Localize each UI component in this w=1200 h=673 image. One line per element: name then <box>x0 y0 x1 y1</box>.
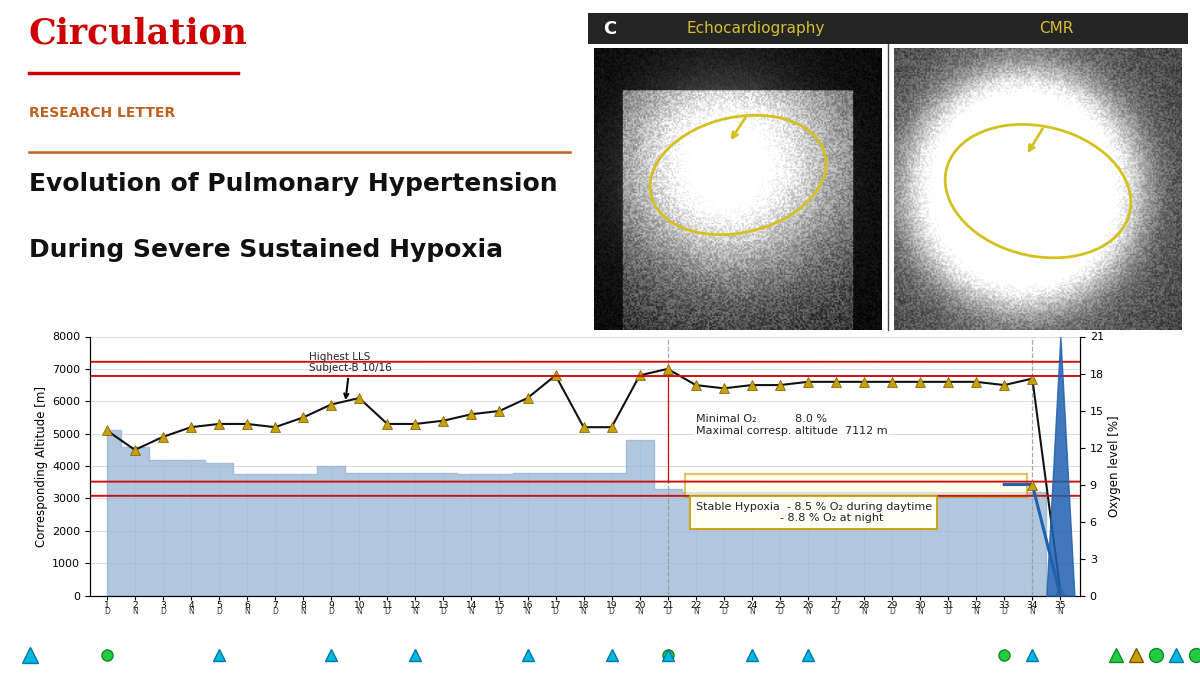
Text: D: D <box>553 607 558 616</box>
Text: D: D <box>104 607 109 616</box>
Text: D: D <box>329 607 334 616</box>
Y-axis label: Oxygen level [%]: Oxygen level [%] <box>1108 415 1121 517</box>
Text: Minimal O₂           8.0 %
Maximal corresp. altitude  7112 m: Minimal O₂ 8.0 % Maximal corresp. altitu… <box>696 414 888 436</box>
Text: N: N <box>524 607 530 616</box>
Text: Evolution of Pulmonary Hypertension: Evolution of Pulmonary Hypertension <box>29 172 558 196</box>
Text: N: N <box>244 607 250 616</box>
Text: During Severe Sustained Hypoxia: During Severe Sustained Hypoxia <box>29 238 503 262</box>
Text: D: D <box>946 607 952 616</box>
Text: CMR: CMR <box>1039 22 1073 36</box>
Text: N: N <box>637 607 642 616</box>
Text: N: N <box>413 607 419 616</box>
Text: N: N <box>188 607 194 616</box>
Text: N: N <box>862 607 866 616</box>
Text: N: N <box>973 607 979 616</box>
Text: D: D <box>889 607 895 616</box>
Text: D: D <box>440 607 446 616</box>
Text: N: N <box>132 607 138 616</box>
Text: N: N <box>1030 607 1036 616</box>
Text: N: N <box>1057 607 1063 616</box>
Text: D: D <box>160 607 166 616</box>
Text: N: N <box>300 607 306 616</box>
Text: D: D <box>216 607 222 616</box>
Text: D: D <box>1001 607 1007 616</box>
Text: RESEARCH LETTER: RESEARCH LETTER <box>29 106 175 120</box>
Text: N: N <box>356 607 362 616</box>
Text: Echocardiography: Echocardiography <box>686 22 826 36</box>
Text: D: D <box>833 607 839 616</box>
Text: D: D <box>776 607 782 616</box>
Text: Circulation: Circulation <box>29 17 247 50</box>
Text: D: D <box>665 607 671 616</box>
Text: D: D <box>721 607 727 616</box>
Text: Stable Hypoxia  - 8.5 % O₂ during daytime
                        - 8.8 % O₂ at : Stable Hypoxia - 8.5 % O₂ during daytime… <box>696 501 932 524</box>
Text: D: D <box>608 607 614 616</box>
Text: N: N <box>581 607 587 616</box>
Text: Highest LLS
Subject-B 10/16: Highest LLS Subject-B 10/16 <box>308 351 391 398</box>
Y-axis label: Corresponding Altitude [m]: Corresponding Altitude [m] <box>35 386 48 546</box>
Text: N: N <box>692 607 698 616</box>
Bar <box>588 13 1188 44</box>
Text: D: D <box>497 607 503 616</box>
Text: N: N <box>917 607 923 616</box>
Text: N: N <box>749 607 755 616</box>
Text: N: N <box>805 607 811 616</box>
Text: D: D <box>272 607 278 616</box>
Text: N: N <box>468 607 474 616</box>
FancyBboxPatch shape <box>684 474 1027 497</box>
Text: C: C <box>604 20 617 38</box>
Text: D: D <box>384 607 390 616</box>
